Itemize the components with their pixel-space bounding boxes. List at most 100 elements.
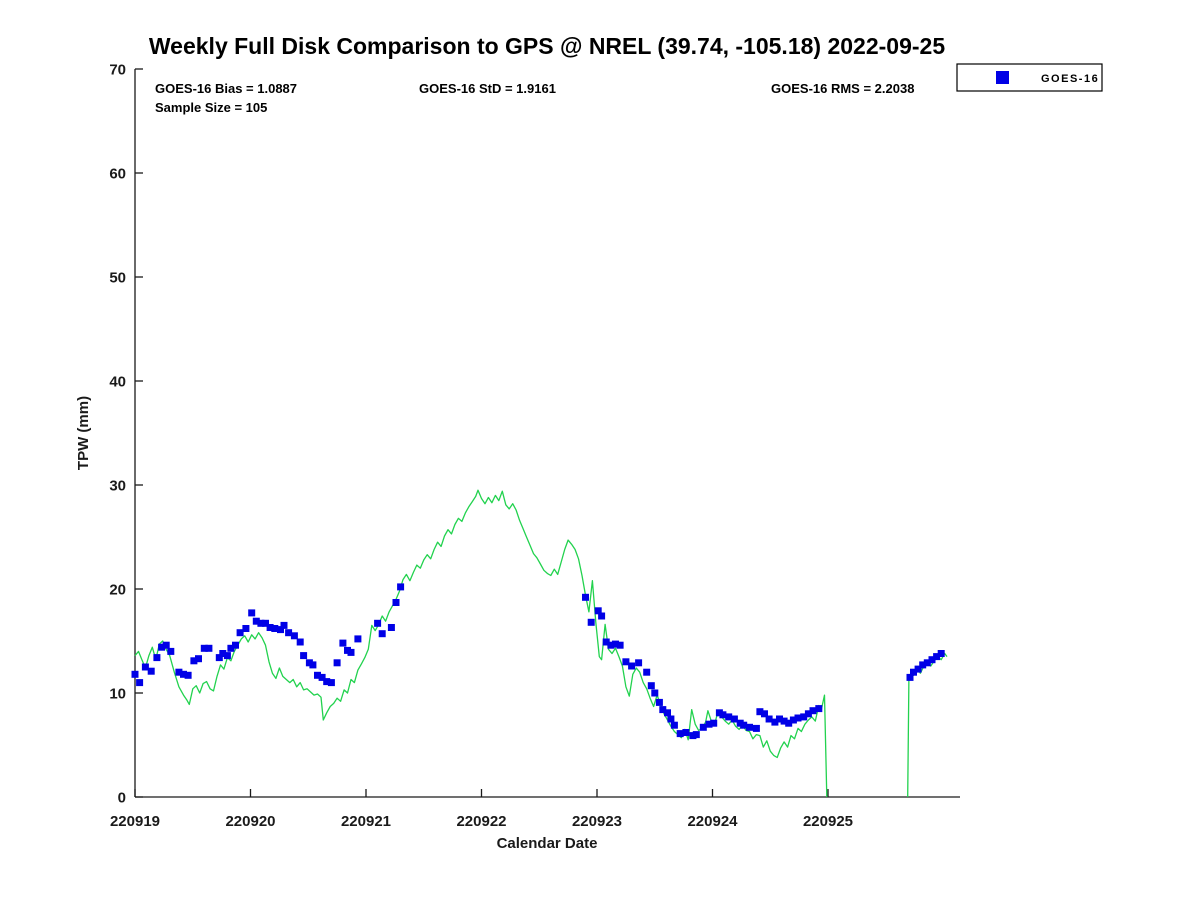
goes16-marker [175,668,183,676]
legend-box [956,63,1103,92]
goes16-marker [794,714,802,722]
goes16-marker [676,730,684,738]
goes16-marker [789,716,797,724]
goes16-marker [333,659,341,667]
goes16-marker [285,629,293,637]
goes16-marker [719,711,727,719]
goes16-marker [765,715,773,723]
goes16-marker [815,705,823,713]
goes16-marker [219,650,227,657]
stat-bias: GOES-16 Bias = 1.0887 [155,81,297,96]
goes16-marker [280,621,288,629]
goes16-marker [582,593,589,601]
y-tick-label: 20 [109,582,126,599]
goes16-marker [205,644,213,652]
goes16-marker [309,661,317,669]
goes16-marker [195,655,202,663]
goes16-marker [392,599,400,606]
y-tick-label: 30 [109,478,126,495]
goes16-marker [710,719,718,727]
x-tick-label: 220920 [225,813,275,830]
goes16-marker [670,721,678,729]
goes16-marker [354,635,362,643]
goes16-marker [910,668,917,676]
goes16-marker [190,657,198,665]
goes16-marker [131,670,139,678]
goes16-marker [914,665,922,673]
goes16-marker [378,630,386,638]
legend-marker-goes16 [996,71,1009,84]
goes16-marker [923,659,931,667]
x-tick-label: 220924 [687,813,738,830]
goes16-marker [602,638,610,646]
goes16-marker [200,644,208,652]
goes16-marker [314,671,321,679]
goes16-marker [725,713,733,721]
x-tick-label: 220922 [456,813,506,830]
goes16-marker [227,644,235,652]
goes16-marker [167,647,175,655]
goes16-marker [933,653,941,661]
goes16-marker [162,641,170,649]
goes16-marker [158,643,166,651]
goes16-marker [705,720,713,728]
goes16-marker [232,641,239,649]
goes16-marker [682,729,690,736]
goes16-marker [327,679,335,687]
y-tick-label: 60 [109,166,126,183]
y-tick-label: 70 [109,62,126,79]
goes16-marker [746,723,753,731]
goes16-marker [318,673,326,681]
goes16-marker [667,715,675,723]
goes16-marker [771,718,779,726]
goes16-marker [800,713,808,721]
goes16-marker [761,710,768,718]
goes16-marker [262,619,269,627]
x-tick-label: 220921 [341,813,391,830]
goes16-marker [387,624,395,631]
goes16-marker [236,629,244,637]
goes16-marker [323,678,331,686]
goes16-marker [248,609,256,617]
stat-rms: GOES-16 RMS = 2.2038 [771,81,914,96]
goes16-marker [699,723,707,731]
goes16-marker [242,625,250,632]
goes16-marker [594,607,602,615]
goes16-marker [397,583,405,591]
goes16-marker [347,648,355,656]
goes16-marker [780,717,788,725]
goes16-marker [655,698,663,706]
goes16-marker [809,707,817,715]
y-tick-label: 0 [118,790,126,807]
goes16-marker [937,650,945,657]
goes16-marker [692,731,700,739]
goes16-marker [628,662,636,670]
goes16-marker [271,625,279,632]
x-axis-label: Calendar Date [497,835,598,852]
goes16-marker [296,638,304,646]
legend: GOES-16 [956,63,1103,92]
goes16-marker [290,632,298,640]
goes16-marker [300,652,308,660]
goes16-marker [622,658,630,666]
x-tick-label: 220923 [572,813,622,830]
goes16-marker [785,719,793,727]
plot-area: 0 10 20 30 40 50 60 70 220919 220920 220921 220922 2… [109,62,960,830]
goes16-marker [635,659,643,667]
goes16-marker [651,689,659,697]
goes16-marker [180,670,187,678]
stat-sample-size: Sample Size = 105 [155,100,267,115]
goes16-marker [752,724,760,732]
goes16-marker [647,682,655,690]
goes16-marker [659,706,667,714]
goes16-marker [643,668,651,676]
goes16-marker [607,641,615,649]
goes16-marker [740,721,748,729]
goes16-marker [587,618,595,626]
goes16-marker [598,612,606,620]
x-tick-label: 220919 [110,813,160,830]
goes16-marker [147,667,155,675]
goes16-marker [612,640,619,648]
goes16-marker [141,663,149,671]
goes16-marker [266,624,274,631]
